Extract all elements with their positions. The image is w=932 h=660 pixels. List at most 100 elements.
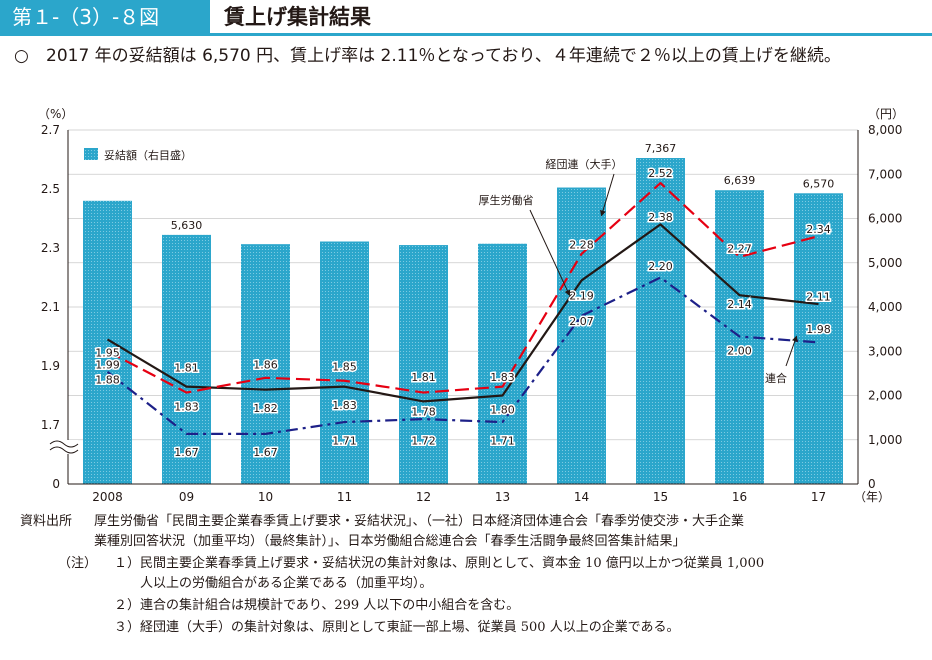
axes: 0 1.7 1.9 2.1 2.3 2.5 2.7 0 1,000 2,000 3,000 4,000… (38, 107, 904, 504)
point-label: 1.81 (174, 361, 199, 374)
line-series (106, 181, 819, 435)
point-label-halo: 2.11 (806, 291, 831, 304)
summary-text: ○ 2017 年の妥結額は 6,570 円、賃上げ率は 2.11％となっており、４… (14, 44, 924, 69)
left-tick-label: 1.7 (41, 418, 60, 432)
figure-header: 第１-（3）-８図 賃上げ集計結果 (0, 0, 932, 36)
right-tick-label: 1,000 (868, 433, 902, 447)
bar-2008 (83, 200, 132, 485)
figure-number: 第１-（3）-８図 (0, 0, 210, 34)
point-label-halo: 2.38 (648, 211, 673, 224)
bar-14 (557, 187, 606, 484)
x-axis-unit: （年） (854, 490, 890, 504)
left-tick-label: 2.5 (41, 182, 60, 196)
point-label-halo: 1.99 (95, 359, 120, 372)
bar-value-label: 5,630 (171, 219, 203, 232)
point-label-halo: 1.81 (174, 361, 199, 374)
point-label-halo: 2.52 (648, 167, 673, 180)
point-label: 1.85 (332, 361, 357, 374)
left-tick-label: 0 (52, 477, 60, 491)
x-tick-label: 14 (574, 490, 589, 504)
point-label: 2.52 (648, 167, 673, 180)
point-label: 2.07 (569, 315, 594, 328)
point-label: 2.27 (727, 243, 752, 256)
point-label: 1.88 (95, 373, 120, 386)
bar-15 (636, 158, 685, 484)
x-tick-label: 16 (732, 490, 747, 504)
point-label: 1.72 (411, 434, 436, 447)
note-label: （注） (58, 556, 98, 571)
point-label-halo: 1.82 (253, 402, 278, 415)
x-tick-label: 09 (179, 490, 194, 504)
point-label-halo: 2.14 (727, 298, 752, 311)
point-label: 1.78 (411, 406, 436, 419)
bar-11 (320, 241, 369, 484)
series-annotation-label: 連合 (765, 371, 787, 385)
note-1-line-1: １）民間主要企業春季賃上げ要求・妥結状況の集計対象は、原則として、資本金 10 … (114, 556, 765, 571)
point-label: 2.19 (569, 289, 594, 302)
source-text-line-1: 厚生労働省「民間主要企業春季賃上げ要求・妥結状況」、（一社）日本経済団体連合会「… (94, 514, 745, 529)
legend-bar-swatch (84, 148, 98, 160)
point-label: 1.71 (332, 434, 357, 447)
point-label-halo: 1.85 (332, 361, 357, 374)
x-tick-label: 2008 (92, 490, 123, 504)
point-label-halo: 1.72 (411, 434, 436, 447)
right-tick-label: 8,000 (868, 123, 902, 137)
point-label: 2.38 (648, 211, 673, 224)
line-連合 (106, 276, 819, 435)
bar-value-label: 6,639 (724, 174, 756, 187)
point-label: 1.82 (253, 402, 278, 415)
point-label-halo: 2.27 (727, 243, 752, 256)
left-tick-label: 2.3 (41, 241, 60, 255)
note-3: ３）経団連（大手）の集計対象は、原則として東証一部上場、従業員 500 人以上の… (114, 620, 680, 635)
x-tick-label: 12 (416, 490, 431, 504)
source-label: 資料出所 (20, 514, 73, 529)
legend-bar-label: 妥結額（右目盛） (104, 148, 192, 162)
annotation-leader (600, 173, 615, 217)
point-label: 1.83 (174, 400, 199, 413)
axis-break-mark (49, 446, 79, 454)
point-label-halo: 1.83 (332, 399, 357, 412)
left-tick-label: 2.1 (41, 300, 60, 314)
point-label-halo: 2.00 (727, 345, 752, 358)
bar-12 (399, 245, 448, 484)
point-label-halo: 1.83 (174, 400, 199, 413)
bar-series (83, 158, 843, 485)
point-label-halo: 2.34 (806, 223, 831, 236)
bar-value-label: 6,570 (803, 177, 835, 190)
left-tick-label: 1.9 (41, 359, 60, 373)
figure-title: 賃上げ集計結果 (224, 5, 371, 29)
point-label: 1.81 (411, 371, 436, 384)
note-1-line-2: 人以上の労働組合がある企業である（加重平均）。 (140, 576, 433, 591)
point-label-halo: 1.86 (253, 359, 278, 372)
point-label-halo: 1.95 (95, 347, 120, 360)
right-tick-label: 7,000 (868, 167, 902, 181)
point-label-halo: 1.67 (253, 446, 278, 459)
point-label-halo: 1.80 (490, 404, 515, 417)
source-text-line-2: 業種別回答状況（加重平均）（最終集計）」、日本労働組合総連合会「春季生活闘争最終… (94, 534, 686, 549)
annotation-leader (785, 335, 798, 367)
point-label-halo: 1.88 (95, 373, 120, 386)
point-label: 1.71 (490, 434, 515, 447)
point-label: 1.67 (253, 446, 278, 459)
bar-10 (241, 244, 290, 484)
bar-17 (794, 193, 843, 484)
note-2: ２）連合の集計組合は規模計であり、299 人以下の中小組合を含む。 (114, 598, 520, 613)
x-tick-label: 10 (258, 490, 273, 504)
point-label: 2.11 (806, 291, 831, 304)
point-label-halo: 2.19 (569, 289, 594, 302)
x-tick-label: 13 (495, 490, 510, 504)
left-tick-label: 2.7 (41, 123, 60, 137)
point-label: 2.28 (569, 238, 594, 251)
point-label: 1.83 (490, 371, 515, 384)
annotation-leader (529, 209, 571, 297)
series-annotation-label: 経団連（大手） (546, 157, 623, 171)
bar-value-label: 7,367 (645, 142, 677, 155)
point-label-halo: 1.98 (806, 323, 831, 336)
point-label: 2.14 (727, 298, 752, 311)
point-label: 1.67 (174, 446, 199, 459)
point-label-halo: 2.20 (648, 260, 673, 273)
axis-break-mark (49, 440, 79, 448)
point-label: 2.00 (727, 345, 752, 358)
line-経団連（大手） (106, 181, 819, 394)
